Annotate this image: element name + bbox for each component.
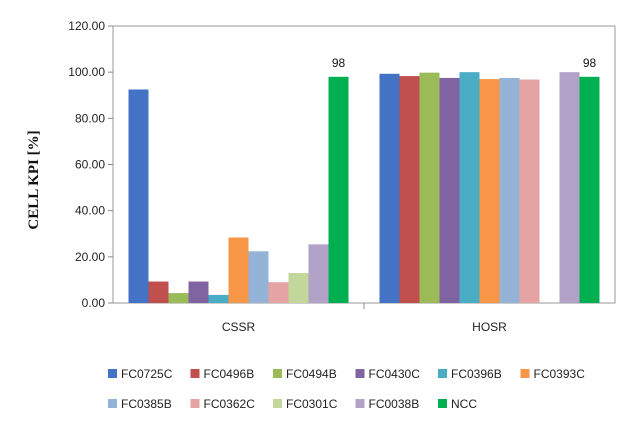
- bar-fc0301c-cssr: [288, 272, 309, 303]
- legend-swatch: [108, 369, 117, 378]
- y-tick-label: 80.00: [75, 111, 105, 125]
- y-tick-label: 40.00: [75, 204, 105, 218]
- bar-fc0038b-hosr: [559, 72, 580, 304]
- data-label: 98: [583, 56, 597, 70]
- data-label: 98: [332, 56, 346, 70]
- bar-fc0396b-cssr: [208, 294, 229, 303]
- bar-fc0385b-hosr: [499, 77, 520, 303]
- bar-fc0038b-cssr: [308, 244, 329, 303]
- bar-fc0385b-cssr: [248, 251, 269, 303]
- legend-swatch: [520, 369, 530, 378]
- bar-fc0393c-hosr: [479, 79, 500, 303]
- y-tick-label: 60.00: [75, 158, 105, 172]
- plot-frame: [112, 25, 616, 304]
- legend-swatch: [438, 399, 447, 408]
- legend-swatch: [273, 399, 282, 408]
- legend-entry: FC0725C: [121, 367, 173, 381]
- bar-fc0393c-cssr: [228, 237, 249, 303]
- y-axis-label: CELL KPI [%]: [26, 130, 42, 229]
- x-category-label: HOSR: [472, 320, 507, 334]
- bar-fc0494b-hosr: [419, 72, 440, 304]
- bar-fc0362c-hosr: [519, 79, 540, 303]
- bar-fc0496b-hosr: [399, 76, 420, 303]
- legend-entry: FC0496B: [204, 367, 255, 381]
- plot-area: 0.00 20.00 40.00 60.00 80.00 100.00 120.00 98 CS…: [68, 19, 616, 334]
- legend-swatch: [438, 369, 447, 378]
- legend-swatch: [273, 369, 282, 378]
- y-tick-label: 0.00: [82, 296, 106, 310]
- legend-entry: FC0494B: [286, 367, 337, 381]
- legend-entry: FC0038B: [369, 397, 420, 411]
- legend-entry: FC0362C: [204, 397, 256, 411]
- legend-swatch: [108, 399, 117, 408]
- bar-fc0725c-cssr: [128, 89, 149, 304]
- legend-entry: NCC: [451, 397, 477, 411]
- y-tick-label: 20.00: [75, 250, 105, 264]
- bar-fc0396b-hosr: [459, 72, 480, 304]
- y-tick-label: 100.00: [68, 65, 105, 79]
- legend-entry: FC0301C: [286, 397, 338, 411]
- y-tick-label: 120.00: [68, 19, 105, 33]
- legend-entry: FC0385B: [121, 397, 172, 411]
- legend-swatch: [355, 399, 365, 408]
- legend-swatch: [190, 399, 200, 408]
- x-category-label: CSSR: [222, 320, 256, 334]
- bar-ncc-hosr: [579, 76, 600, 304]
- legend: FC0725C FC0496B FC0494B FC0430C FC0396B FC039…: [108, 367, 585, 411]
- legend-entry: FC0396B: [451, 367, 502, 381]
- bar-fc0362c-cssr: [268, 282, 289, 303]
- legend-swatch: [190, 369, 200, 378]
- bar-fc0430c-hosr: [439, 77, 460, 303]
- legend-entry: FC0430C: [369, 367, 421, 381]
- bar-fc0430c-cssr: [188, 281, 209, 303]
- bar-ncc-cssr: [328, 76, 349, 304]
- bar-fc0725c-hosr: [379, 73, 400, 303]
- legend-swatch: [355, 369, 365, 378]
- legend-entry: FC0393C: [534, 367, 586, 381]
- bar-fc0494b-cssr: [168, 293, 189, 303]
- bar-fc0496b-cssr: [148, 281, 169, 303]
